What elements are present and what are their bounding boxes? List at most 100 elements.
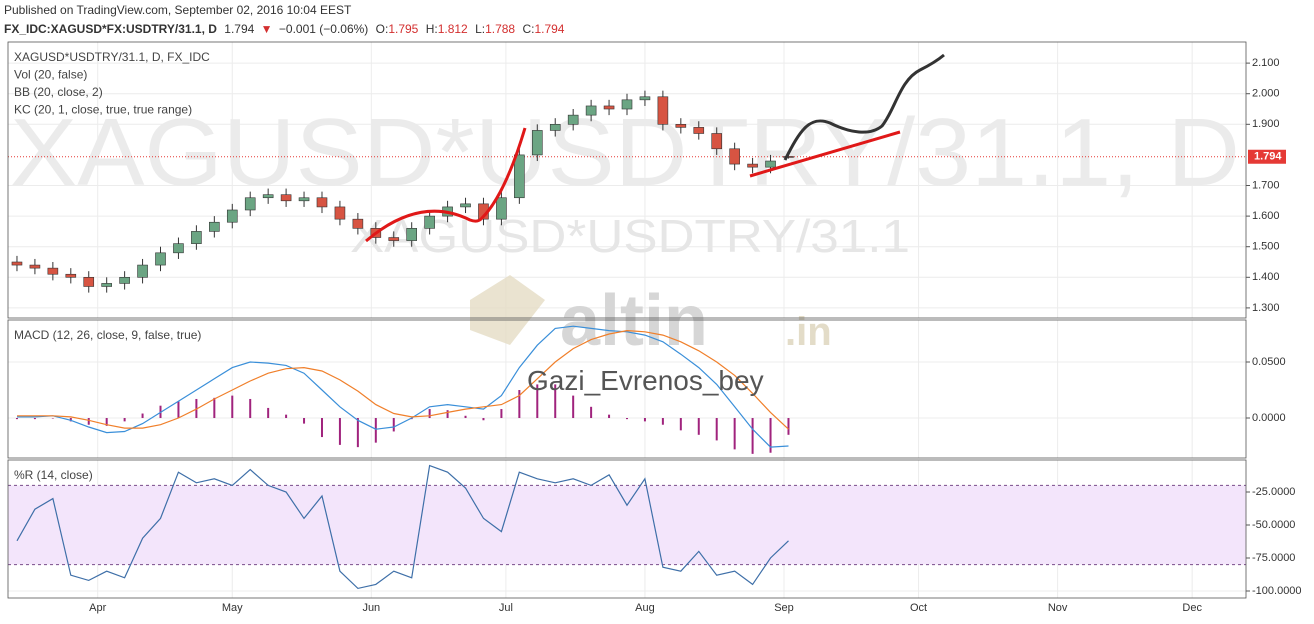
watermark: XAGUSD*USDTRY/31.1, D	[10, 99, 1240, 206]
histogram-bar	[33, 418, 36, 420]
y-tick-label: 2.000	[1252, 88, 1280, 100]
x-tick-label: Apr	[89, 602, 106, 614]
y-tick-label: 1.900	[1252, 118, 1280, 130]
series-line	[17, 325, 789, 448]
y-tick-label: -25.0000	[1252, 486, 1295, 498]
candle-body	[47, 267, 59, 275]
histogram-bar	[428, 409, 431, 419]
watermark: XAGUSD*USDTRY/31.1	[350, 210, 910, 262]
histogram-bar	[141, 413, 144, 419]
candle-body	[514, 154, 525, 199]
y-tick-label: -50.0000	[1252, 519, 1295, 531]
y-tick-label: 1.700	[1252, 179, 1280, 191]
histogram-bar	[715, 418, 718, 441]
candle-body	[693, 127, 705, 134]
y-tick-label: -75.0000	[1252, 552, 1295, 564]
candle-body	[173, 243, 184, 254]
histogram-bar	[338, 418, 341, 445]
trend-drawing	[749, 130, 901, 178]
candle-body	[621, 99, 633, 110]
histogram-bar	[572, 395, 575, 419]
band-fill	[8, 485, 1246, 565]
histogram-bar	[15, 418, 18, 420]
candle-body	[711, 133, 723, 150]
ohlc-value: 1.812	[438, 22, 468, 36]
logo-mark	[470, 275, 545, 345]
candle-body	[639, 96, 651, 101]
header-line: FX_IDC:XAGUSD*FX:USDTRY/31.1, D 1.794 ▼ …	[4, 22, 565, 36]
candle-body	[388, 237, 400, 241]
panel-frame	[7, 319, 1247, 459]
histogram-bar	[105, 418, 108, 426]
candle-body	[406, 228, 417, 241]
histogram-bar	[320, 418, 323, 438]
y-tick-label: 2.100	[1252, 57, 1280, 69]
histogram-bar	[536, 384, 539, 419]
x-tick-label: Jun	[362, 602, 380, 614]
symbol: FX_IDC:XAGUSD*FX:USDTRY/31.1, D	[4, 22, 217, 36]
ohlc-value: 1.795	[388, 22, 418, 36]
candle-body	[460, 203, 471, 208]
candle-body	[155, 252, 166, 266]
ohlc-label: O:	[376, 22, 389, 36]
ohlc-label: H:	[426, 22, 438, 36]
ohlc-value: 1.794	[534, 22, 564, 36]
annotation: Gazi_Evrenos_bey	[527, 365, 764, 396]
candle-body	[298, 197, 310, 202]
candle-body	[119, 277, 130, 284]
histogram-bar	[392, 418, 395, 432]
histogram-bar	[213, 397, 216, 419]
series-line	[17, 329, 789, 430]
candle-body	[729, 148, 740, 165]
change: −0.001 (−0.06%)	[279, 22, 368, 36]
panel-frame	[7, 41, 1247, 319]
histogram-bar	[87, 418, 90, 425]
histogram-bar	[285, 414, 288, 419]
panel-frame	[7, 459, 1247, 599]
forecast-drawing	[783, 53, 945, 161]
histogram-bar	[123, 418, 126, 422]
candle-body	[334, 206, 346, 220]
y-tick-label: 1.300	[1252, 302, 1280, 314]
histogram-bar	[500, 409, 503, 419]
legend-entry: BB (20, close, 2)	[14, 85, 103, 99]
y-tick-label: 1.600	[1252, 210, 1280, 222]
histogram-bar	[608, 414, 611, 419]
candle-body	[226, 209, 238, 223]
ohlc-label: L:	[475, 22, 485, 36]
histogram-bar	[787, 418, 790, 435]
candle-body	[567, 114, 579, 125]
histogram-bar	[751, 418, 754, 454]
histogram-bar	[554, 384, 557, 419]
y-tick-label: 1.500	[1252, 241, 1280, 253]
candle-body	[424, 215, 435, 229]
histogram-bar	[374, 418, 377, 443]
histogram-bar	[482, 418, 485, 421]
histogram-bar	[590, 406, 593, 419]
x-tick-label: Aug	[635, 602, 655, 614]
x-tick-label: Nov	[1048, 602, 1068, 614]
overlay-layer: 1.300 1.400 1.500 1.600 1.700 1.900 2.000 2.100…	[7, 41, 1302, 599]
legend-entry: KC (20, 1, close, true, true range)	[14, 103, 192, 117]
histogram-bar	[464, 415, 467, 419]
histogram-bar	[733, 418, 736, 450]
candle-body	[65, 273, 77, 278]
y-tick-label: 1.400	[1252, 271, 1280, 283]
histogram-bar	[231, 395, 234, 419]
histogram-bar	[303, 418, 306, 424]
histogram-bar	[177, 401, 180, 419]
candle-body	[496, 197, 507, 220]
trend-drawing	[365, 127, 527, 243]
candle-body	[657, 96, 669, 125]
candle-body	[747, 163, 758, 168]
legend-entry: MACD (12, 26, close, 9, false, true)	[14, 328, 201, 342]
x-tick-label: Oct	[910, 602, 927, 614]
histogram-bar	[446, 410, 449, 419]
histogram-bar	[679, 418, 682, 431]
candle-body	[262, 194, 274, 199]
histogram-bar	[697, 418, 700, 435]
ohlc-value: 1.788	[485, 22, 515, 36]
plot-layer: Apr May Jun Jul Aug Sep Oct Nov Dec XAGUSD*USDTRY…	[8, 42, 1246, 614]
candle-body	[603, 105, 615, 110]
candle-body	[101, 283, 112, 287]
